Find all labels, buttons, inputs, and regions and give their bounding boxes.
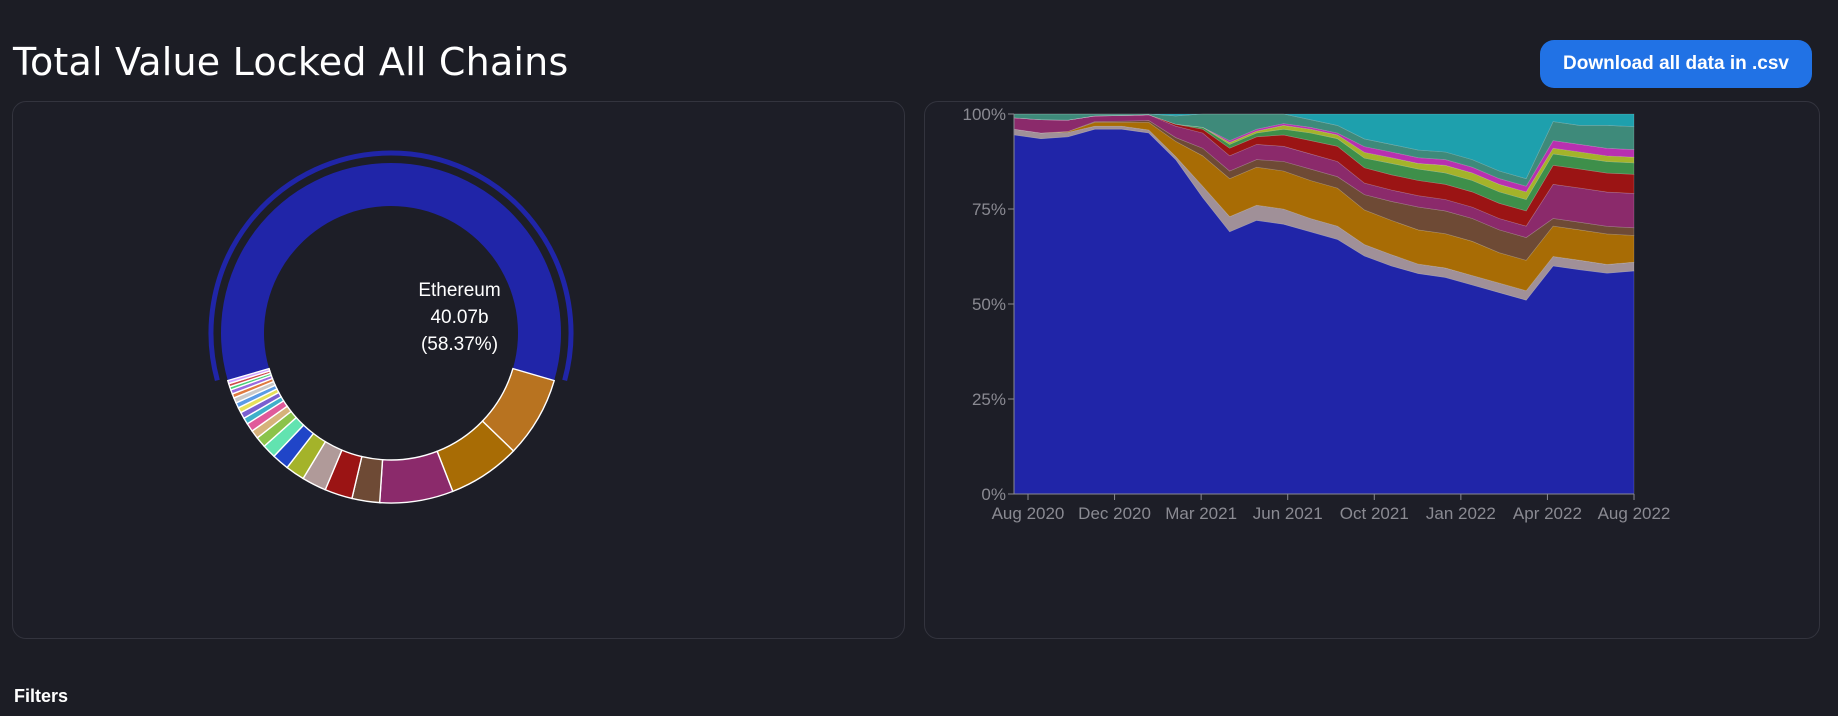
y-tick-label: 75% xyxy=(972,200,1006,219)
x-tick-label: Aug 2022 xyxy=(1598,504,1671,523)
x-tick-label: Apr 2022 xyxy=(1513,504,1582,523)
area-chart-panel: 0% 25% 50% 75% 100% Aug 2020 Dec 2020 Mar 2021 J… xyxy=(924,101,1820,639)
area-series xyxy=(1013,125,1635,301)
area-series xyxy=(1013,120,1635,261)
x-tick-label: Aug 2020 xyxy=(992,504,1065,523)
y-tick-label: 100% xyxy=(963,105,1006,124)
donut-center-percent: (58.37%) xyxy=(420,334,499,355)
x-tick-label: Mar 2021 xyxy=(1165,504,1237,523)
y-tick-label: 0% xyxy=(981,485,1006,504)
donut-slice-ethereum[interactable] xyxy=(221,163,561,381)
area-series xyxy=(1013,114,1635,200)
filters-heading: Filters xyxy=(14,686,69,706)
donut-chart-panel: Ethereum 40.07b (58.37%) xyxy=(12,101,905,639)
donut-active-highlight-arc xyxy=(208,150,574,382)
area-series xyxy=(1013,113,1635,187)
x-tick-label: Oct 2021 xyxy=(1340,504,1409,523)
donut-center-name: Ethereum xyxy=(418,280,501,301)
area-series xyxy=(1013,114,1635,193)
download-csv-button[interactable]: Download all data in .csv xyxy=(1540,40,1812,88)
donut-slice[interactable] xyxy=(226,367,271,385)
stacked-area-chart: 0% 25% 50% 75% 100% Aug 2020 Dec 2020 Mar 2021 J… xyxy=(963,105,1671,523)
x-tick-label: Jun 2021 xyxy=(1253,504,1323,523)
y-tick-label: 25% xyxy=(972,390,1006,409)
area-series xyxy=(1013,114,1635,227)
x-tick-label: Jan 2022 xyxy=(1426,504,1496,523)
x-tick-label: Dec 2020 xyxy=(1078,504,1151,523)
donut-center-label: Ethereum 40.07b (58.37%) xyxy=(13,277,904,358)
area-series xyxy=(1013,114,1635,212)
donut-center-value: 40.07b xyxy=(430,307,489,328)
area-series xyxy=(1014,113,1635,179)
area-series xyxy=(1013,114,1635,238)
y-tick-label: 50% xyxy=(972,295,1006,314)
page-title: Total Value Locked All Chains xyxy=(13,40,569,84)
donut-chart xyxy=(208,150,574,504)
area-series xyxy=(1013,122,1635,292)
